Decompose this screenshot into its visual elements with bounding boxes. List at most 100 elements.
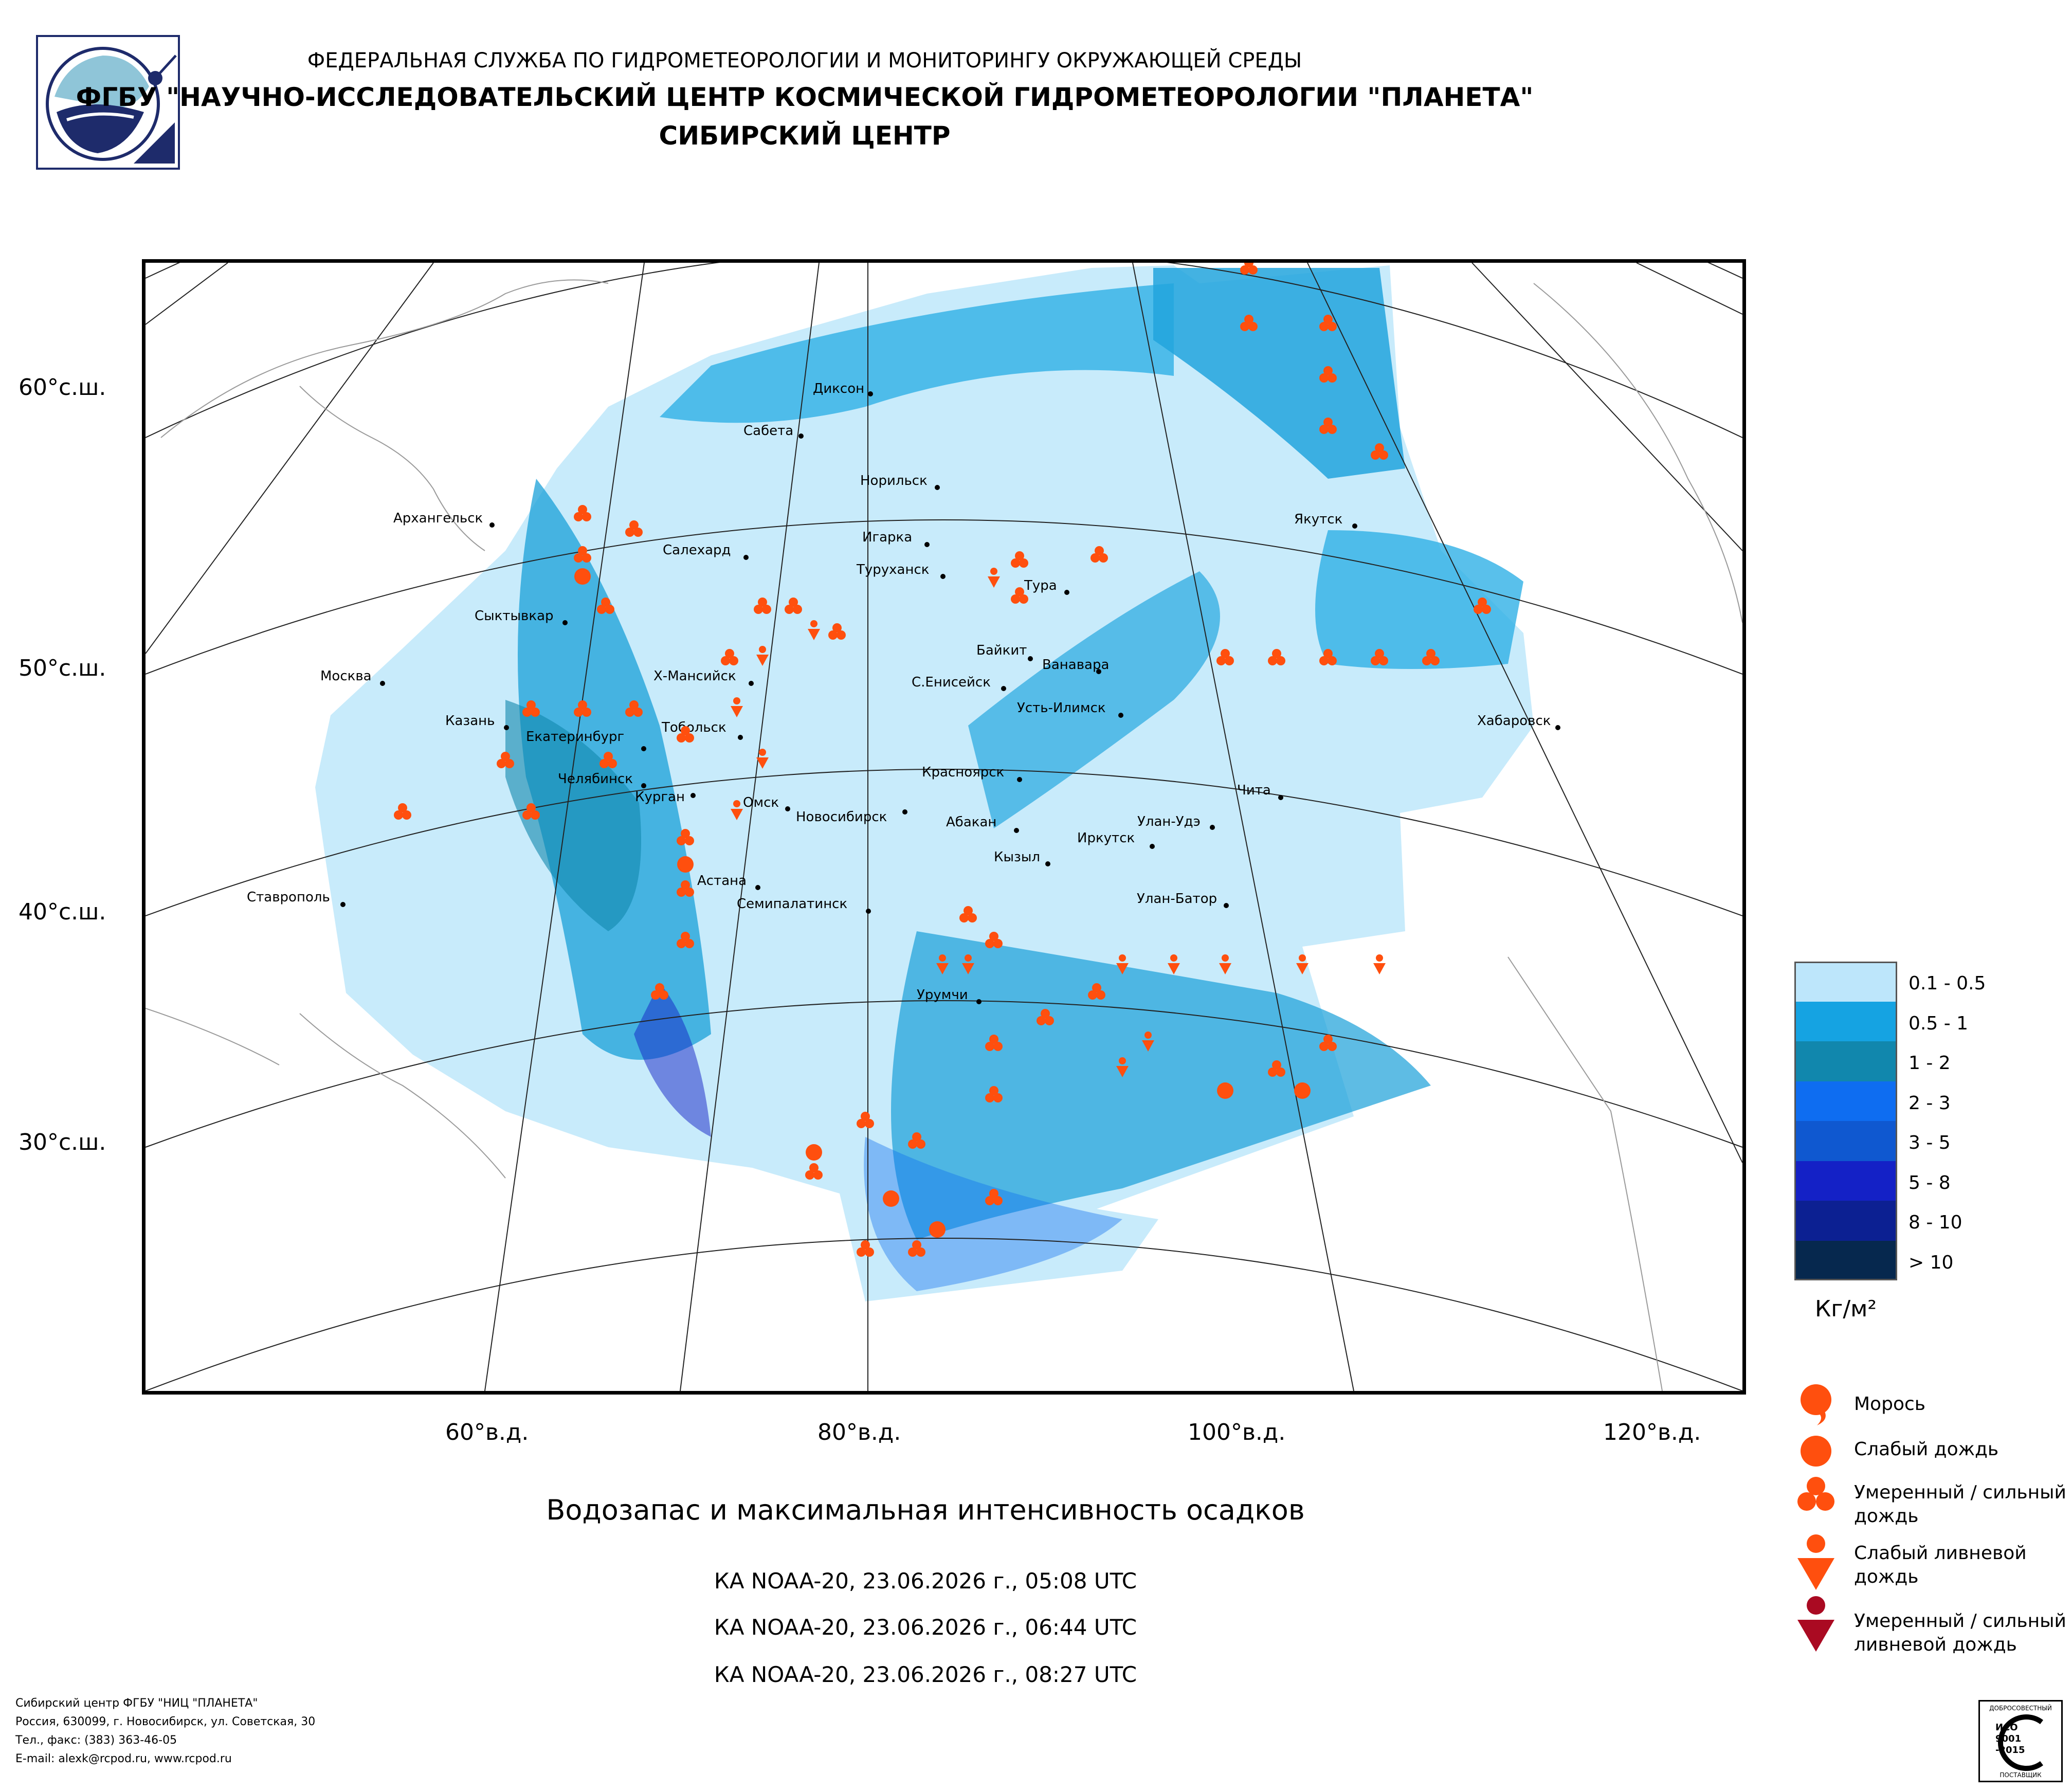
- moderate-rain-symbol: [785, 598, 802, 614]
- moderate-rain-symbol: [574, 700, 591, 717]
- moderate-rain-icon: [1797, 1477, 1834, 1511]
- lat-label: 50°с.ш.: [19, 655, 106, 681]
- moderate-rain-label: Умеренный / сильный дождь: [1854, 1482, 2066, 1527]
- moderate-rain-symbol: [805, 1163, 823, 1180]
- moderate-rain-symbol: [574, 546, 591, 563]
- city-label: С.Енисейск: [912, 675, 991, 690]
- lon-label: 80°в.д.: [817, 1419, 901, 1445]
- moderate-rain-symbol: [1319, 649, 1337, 665]
- city-label: Новосибирск: [796, 809, 887, 825]
- light-shower-symbol: [1142, 1032, 1154, 1052]
- legend-border: [1794, 962, 1897, 1280]
- legend-class-label: 3 - 5: [1909, 1132, 1951, 1153]
- legend-swatch: [1794, 1201, 1897, 1241]
- city-label: Х-Мансийск: [653, 668, 736, 684]
- city-label: Улан-Удэ: [1137, 814, 1201, 829]
- light-rain-symbol: [806, 1144, 822, 1161]
- moderate-rain-symbol: [1268, 649, 1285, 665]
- city-label: Тура: [1024, 578, 1057, 593]
- legend-class: 8 - 10: [1794, 1201, 2072, 1241]
- footer-phone: Тел., факс: (383) 363-46-05: [15, 1734, 177, 1747]
- moderate-rain-symbol: [625, 520, 643, 537]
- legend-class-label: 2 - 3: [1909, 1092, 1951, 1114]
- legend-class-label: 0.1 - 0.5: [1909, 973, 1986, 994]
- moderate-rain-symbol: [677, 880, 694, 897]
- lat-label: 40°с.ш.: [19, 899, 106, 925]
- light-rain-symbol: [677, 856, 694, 873]
- planeta-logo: [36, 35, 180, 170]
- light-shower-symbol: [988, 568, 1000, 588]
- heavy-shower-label: Умеренный / сильный ливневой дождь: [1854, 1611, 2066, 1655]
- light-rain-symbol: [883, 1190, 899, 1207]
- moderate-rain-symbol: [625, 700, 643, 717]
- map-frame: Диксон Сабета Норильск Игарка Архангельс…: [142, 259, 1746, 1395]
- legend-class: 0.5 - 1: [1794, 1001, 2072, 1041]
- drizzle-label: Морось: [1854, 1394, 1925, 1415]
- legend-class-label: 0.5 - 1: [1909, 1012, 1969, 1034]
- moderate-rain-symbol: [1319, 366, 1337, 383]
- lat-label: 60°с.ш.: [19, 374, 106, 401]
- moderate-rain-symbol: [721, 649, 738, 665]
- light-shower-symbol: [808, 620, 820, 640]
- legend-class: > 10: [1794, 1240, 2072, 1280]
- moderate-rain-symbol: [857, 1240, 874, 1257]
- moderate-rain-symbol: [677, 829, 694, 845]
- cert-top-text: ДОБРОСОВЕСТНЫЙ: [1989, 1705, 2052, 1712]
- city-label: Тобольск: [661, 720, 726, 735]
- moderate-rain-symbol: [1371, 443, 1388, 460]
- city-label: Улан-Батор: [1137, 891, 1217, 907]
- city-label: Казань: [445, 713, 495, 729]
- water-content-swath: [315, 265, 1534, 1301]
- moderate-rain-symbol: [677, 932, 694, 948]
- moderate-rain-symbol: [1240, 315, 1258, 331]
- product-title: Водозапас и максимальная интенсивность о…: [546, 1494, 1305, 1526]
- moderate-rain-symbol: [1319, 1035, 1337, 1051]
- moderate-rain-symbol: [522, 803, 540, 820]
- legend-swatch: [1794, 1041, 1897, 1081]
- city-label: Сыктывкар: [475, 608, 554, 624]
- legend-class-label: > 10: [1909, 1252, 1954, 1273]
- moderate-rain-symbol: [599, 752, 617, 768]
- moderate-rain-symbol: [1268, 1060, 1285, 1077]
- city-label: Байкит: [976, 643, 1027, 658]
- legend-swatch: [1794, 1001, 1897, 1041]
- agency-title: ФЕДЕРАЛЬНАЯ СЛУЖБА ПО ГИДРОМЕТЕОРОЛОГИИ …: [307, 49, 1302, 73]
- moderate-rain-symbol: [574, 505, 591, 521]
- moderate-rain-symbol: [497, 752, 514, 768]
- moderate-rain-symbol: [1011, 587, 1028, 604]
- city-label: Сабета: [743, 423, 793, 439]
- legend-class: 3 - 5: [1794, 1121, 2072, 1161]
- city-labels: Диксон Сабета Норильск Игарка Архангельс…: [247, 381, 1551, 1003]
- light-rain-symbol: [929, 1221, 946, 1238]
- city-label: Кызыл: [994, 849, 1040, 865]
- city-label: Иркутск: [1077, 830, 1135, 846]
- city-label: Салехард: [663, 542, 731, 558]
- light-shower-symbol: [1116, 954, 1129, 974]
- light-shower-symbol: [936, 954, 949, 974]
- iso-cert-badge: ДОБРОСОВЕСТНЫЙ ИСО 9001 -2015 ПОСТАВЩИК: [1978, 1700, 2063, 1782]
- satellite-pass: КА NOAA-20, 23.06.2026 г., 05:08 UTC: [714, 1568, 1137, 1594]
- legend-swatch: [1794, 1121, 1897, 1161]
- moderate-rain-symbol: [1422, 649, 1440, 665]
- light-shower-symbol: [1219, 954, 1231, 974]
- moderate-rain-symbol: [908, 1240, 925, 1257]
- light-shower-label: Слабый ливневой дождь: [1854, 1543, 2027, 1587]
- legend-swatch: [1794, 962, 1897, 1002]
- legend-class: 1 - 2: [1794, 1041, 2072, 1081]
- footer-address: Россия, 630099, г. Новосибирск, ул. Сове…: [15, 1715, 316, 1728]
- lon-label: 60°в.д.: [445, 1419, 529, 1445]
- moderate-rain-symbol: [1037, 1009, 1054, 1025]
- moderate-rain-symbol: [985, 932, 1003, 948]
- footer-contact: E-mail: alexk@rcpod.ru, www.rcpod.ru: [15, 1752, 232, 1765]
- moderate-rain-symbol: [959, 906, 977, 922]
- graticule: [146, 263, 1742, 1391]
- cert-year: -2015: [1995, 1745, 2025, 1756]
- light-shower-icon: [1797, 1534, 1834, 1590]
- cert-iso: ИСО: [1995, 1722, 2018, 1733]
- light-shower-symbol: [1296, 954, 1308, 974]
- light-rain-symbol: [1294, 1082, 1311, 1099]
- satellite-pass: КА NOAA-20, 23.06.2026 г., 06:44 UTC: [714, 1615, 1137, 1640]
- light-rain-label: Слабый дождь: [1854, 1439, 1999, 1460]
- moderate-rain-symbol: [1240, 263, 1258, 275]
- heavy-shower-icon: [1797, 1596, 1834, 1652]
